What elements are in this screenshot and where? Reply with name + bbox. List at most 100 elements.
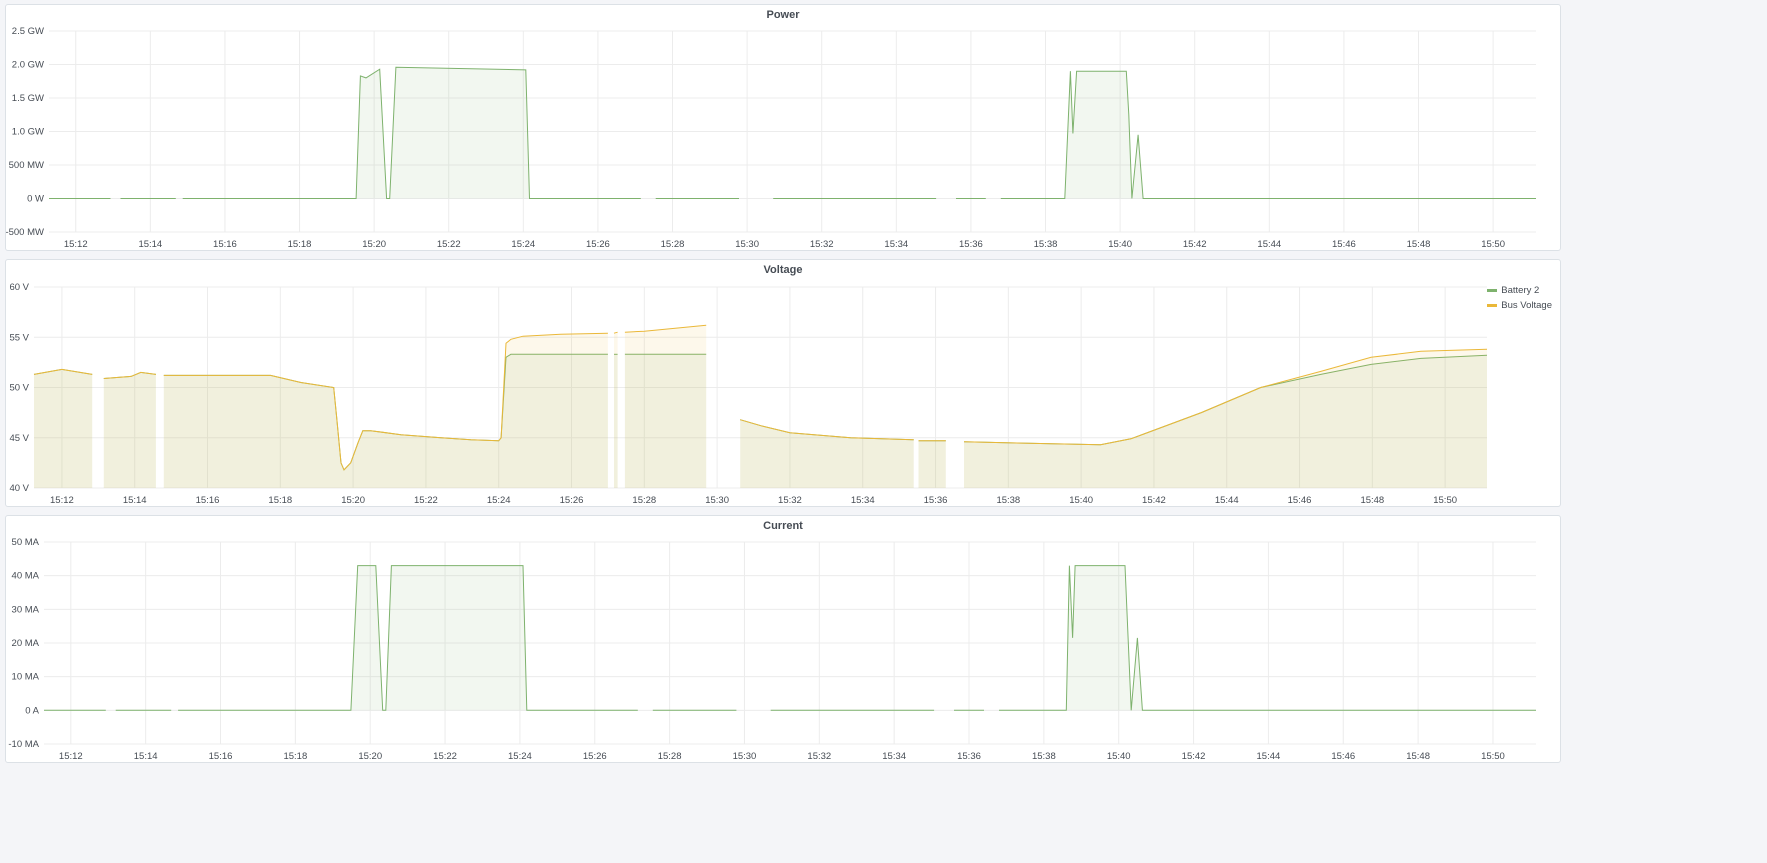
x-tick-label: 15:18: [283, 751, 307, 762]
y-tick-label: 55 V: [9, 332, 29, 343]
x-tick-label: 15:38: [1034, 239, 1058, 250]
y-tick-label: 0 W: [27, 194, 44, 205]
series-area: [103, 372, 156, 488]
series-area: [163, 354, 608, 488]
x-tick-label: 15:46: [1331, 751, 1355, 762]
y-tick-label: 45 V: [9, 433, 29, 444]
y-tick-label: 1.5 GW: [12, 93, 44, 104]
x-tick-label: 15:12: [59, 751, 83, 762]
x-tick-label: 15:22: [437, 239, 461, 250]
series-area: [1000, 71, 1536, 199]
legend-item-bus-voltage[interactable]: Bus Voltage: [1487, 300, 1552, 311]
x-tick-label: 15:36: [924, 495, 948, 506]
x-tick-label: 15:28: [661, 239, 685, 250]
series-line: [1000, 70, 1536, 199]
legend: Battery 2 Bus Voltage: [1487, 285, 1552, 315]
series-area: [163, 333, 608, 488]
series-line: [33, 368, 93, 375]
legend-label: Bus Voltage: [1501, 300, 1552, 311]
y-tick-label: 1.0 GW: [12, 127, 44, 138]
x-tick-label: 15:42: [1142, 495, 1166, 506]
y-tick-label: 20 MA: [12, 638, 40, 649]
y-tick-label: 2.0 GW: [12, 60, 44, 71]
x-tick-label: 15:20: [362, 239, 386, 250]
x-tick-label: 15:44: [1215, 495, 1239, 506]
legend-swatch: [1487, 289, 1498, 292]
series-line: [178, 565, 638, 711]
y-tick-label: 40 V: [9, 483, 29, 494]
y-tick-label: -10 MA: [8, 739, 39, 750]
x-tick-label: 15:16: [196, 495, 220, 506]
x-tick-label: 15:26: [586, 239, 610, 250]
x-tick-label: 15:14: [123, 495, 147, 506]
series-line: [613, 331, 618, 334]
x-tick-label: 15:40: [1107, 751, 1131, 762]
x-tick-label: 15:24: [487, 495, 511, 506]
voltage-panel: Voltage 60 V 55 V 50 V 45 V 40 V 15:12 15:14 15…: [5, 259, 1561, 507]
series-area: [964, 355, 1487, 488]
series-area: [103, 372, 156, 488]
series-area: [740, 419, 914, 488]
series-area: [918, 440, 946, 488]
x-tick-label: 15:42: [1182, 751, 1206, 762]
panel-title[interactable]: Current: [763, 520, 803, 532]
series-area: [182, 67, 641, 199]
legend-swatch: [1487, 304, 1498, 307]
x-tick-label: 15:14: [134, 751, 158, 762]
current-chart[interactable]: 50 MA 40 MA 30 MA 20 MA 10 MA 0 A -10 MA 15:12 1…: [6, 516, 1562, 764]
series-line: [182, 66, 641, 199]
y-tick-label: 10 MA: [12, 672, 40, 683]
x-tick-label: 15:26: [583, 751, 607, 762]
y-tick-label: 50 MA: [12, 537, 40, 548]
series-area: [624, 325, 707, 488]
y-tick-label: 40 MA: [12, 571, 40, 582]
x-tick-label: 15:18: [288, 239, 312, 250]
x-tick-label: 15:42: [1183, 239, 1207, 250]
legend-item-battery-2[interactable]: Battery 2: [1487, 285, 1552, 296]
y-tick-label: 500 MW: [9, 160, 44, 171]
panel-title[interactable]: Voltage: [763, 264, 803, 276]
x-tick-label: 15:16: [209, 751, 233, 762]
x-tick-label: 15:32: [810, 239, 834, 250]
x-tick-label: 15:16: [213, 239, 237, 250]
x-tick-label: 15:28: [632, 495, 656, 506]
x-tick-label: 15:30: [735, 239, 759, 250]
series-line: [163, 332, 608, 471]
y-tick-label: 30 MA: [12, 604, 40, 615]
legend-label: Battery 2: [1501, 285, 1540, 296]
series-area: [34, 369, 93, 488]
series-line: [624, 324, 707, 333]
x-tick-label: 15:44: [1257, 751, 1281, 762]
series-area: [964, 349, 1487, 488]
power-chart[interactable]: 2.5 GW 2.0 GW 1.5 GW 1.0 GW 500 MW 0 W -500 MW…: [6, 5, 1562, 252]
current-panel: Current 50 MA 40 MA 30 MA 20 MA 10 MA 0 A -10 …: [5, 515, 1561, 763]
x-tick-label: 15:48: [1407, 239, 1431, 250]
y-tick-label: 0 A: [25, 705, 39, 716]
x-tick-label: 15:30: [733, 751, 757, 762]
series-area: [918, 440, 946, 488]
y-tick-label: -500 MW: [6, 227, 44, 238]
panel-title[interactable]: Power: [766, 9, 800, 21]
series-area: [178, 565, 638, 711]
x-tick-label: 15:38: [996, 495, 1020, 506]
series-area: [614, 332, 618, 488]
x-tick-label: 15:34: [884, 239, 908, 250]
x-tick-label: 15:22: [414, 495, 438, 506]
x-tick-label: 15:26: [560, 495, 584, 506]
series-line: [103, 371, 156, 379]
power-panel: Power 2.5 GW 2.0 GW 1.5 GW 1.0 GW 500 MW 0 W -…: [5, 4, 1561, 251]
x-tick-label: 15:20: [358, 751, 382, 762]
x-tick-label: 15:46: [1288, 495, 1312, 506]
series-area: [624, 354, 707, 488]
x-tick-label: 15:36: [959, 239, 983, 250]
x-tick-label: 15:40: [1069, 495, 1093, 506]
voltage-chart[interactable]: 60 V 55 V 50 V 45 V 40 V 15:12 15:14 15:16 15:18…: [6, 260, 1562, 508]
x-tick-label: 15:20: [341, 495, 365, 506]
series-line: [740, 419, 914, 441]
y-tick-label: 50 V: [9, 383, 29, 394]
x-tick-label: 15:48: [1406, 751, 1430, 762]
series-area: [999, 565, 1536, 711]
x-tick-label: 15:18: [268, 495, 292, 506]
x-tick-label: 15:50: [1481, 751, 1505, 762]
x-tick-label: 15:24: [508, 751, 532, 762]
